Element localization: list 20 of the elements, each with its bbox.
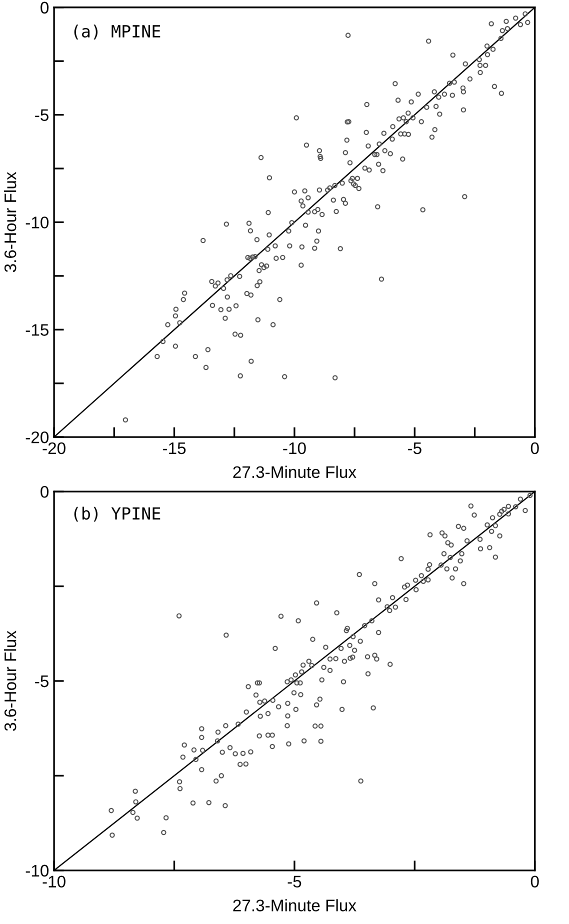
x-axis-title: 27.3-Minute Flux [233, 899, 356, 912]
y-tick-label: -10 [26, 864, 49, 877]
y-tick-label: 0 [40, 486, 49, 498]
x-tick-label: -5 [408, 442, 422, 454]
x-tick-label: 0 [530, 876, 539, 888]
text: (a) MPINE [74, 24, 160, 40]
x-tick-label: 0 [530, 442, 539, 454]
x-tick-label: -5 [288, 876, 302, 888]
y-tick-label: -5 [35, 109, 48, 122]
y-tick-label: -10 [26, 216, 49, 228]
x-tick-label: -10 [283, 442, 306, 454]
text: (b) YPINE [74, 506, 160, 522]
x-axis-title: 27.3-Minute Flux [233, 466, 356, 478]
y-tick-label: -20 [26, 431, 49, 444]
y-tick-label: -5 [35, 676, 48, 688]
y-axis-title: 3.6-Hour Flux [4, 172, 16, 272]
y-tick-label: 0 [40, 2, 49, 14]
y-axis-title: 3.6-Hour Flux [4, 630, 16, 731]
y-tick-label: -15 [26, 324, 48, 336]
x-tick-label: -15 [162, 442, 186, 454]
